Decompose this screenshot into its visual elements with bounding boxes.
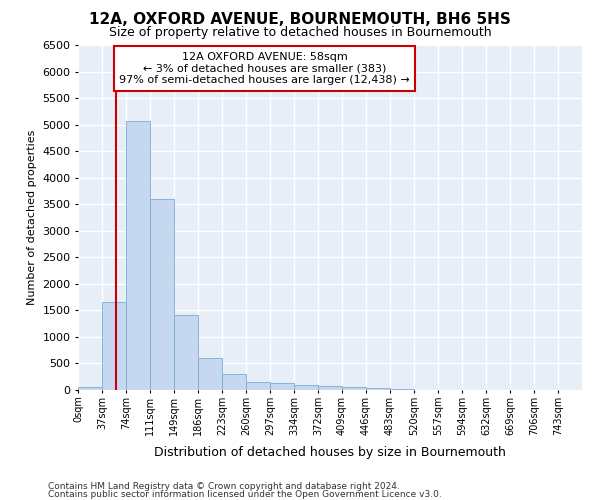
Text: Contains public sector information licensed under the Open Government Licence v3: Contains public sector information licen… [48, 490, 442, 499]
Bar [246, 382, 270, 390]
Bar [318, 386, 342, 390]
Bar [150, 199, 174, 390]
Bar [294, 384, 318, 390]
Bar [342, 388, 366, 390]
Text: 12A, OXFORD AVENUE, BOURNEMOUTH, BH6 5HS: 12A, OXFORD AVENUE, BOURNEMOUTH, BH6 5HS [89, 12, 511, 28]
Text: 12A OXFORD AVENUE: 58sqm
← 3% of detached houses are smaller (383)
97% of semi-d: 12A OXFORD AVENUE: 58sqm ← 3% of detache… [119, 52, 410, 85]
Bar [222, 374, 246, 390]
Text: Size of property relative to detached houses in Bournemouth: Size of property relative to detached ho… [109, 26, 491, 39]
Y-axis label: Number of detached properties: Number of detached properties [26, 130, 37, 305]
Bar [366, 388, 390, 390]
Bar [270, 383, 294, 390]
Text: Contains HM Land Registry data © Crown copyright and database right 2024.: Contains HM Land Registry data © Crown c… [48, 482, 400, 491]
Bar [78, 387, 102, 390]
Bar [126, 122, 150, 390]
Bar [198, 358, 222, 390]
Bar [102, 302, 126, 390]
Bar [174, 314, 198, 390]
X-axis label: Distribution of detached houses by size in Bournemouth: Distribution of detached houses by size … [154, 446, 506, 459]
